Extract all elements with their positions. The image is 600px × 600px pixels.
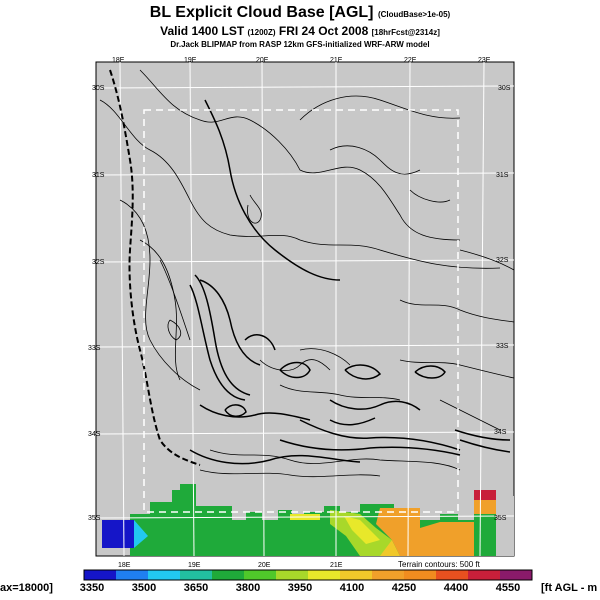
cloud-base-field bbox=[102, 484, 514, 556]
lat-label-left: 33S bbox=[88, 345, 101, 352]
colorbar-swatch bbox=[212, 570, 245, 580]
title-note: (CloudBase>1e-05) bbox=[377, 10, 451, 19]
colorbar-swatch bbox=[180, 570, 213, 580]
colorbar-swatch bbox=[116, 570, 149, 580]
valid-note: (1200Z) bbox=[247, 28, 276, 37]
lon-label-top: 21E bbox=[330, 57, 343, 64]
lat-label-left: 31S bbox=[92, 172, 105, 179]
lat-label-left: 34S bbox=[88, 431, 101, 438]
cloud-base-contours bbox=[189, 99, 511, 465]
lon-labels-top: 18E 19E 20E 21E 22E 23E bbox=[112, 57, 491, 64]
terrain-contours-note: Terrain contours: 500 ft bbox=[398, 560, 481, 569]
chart-title: BL Explicit Cloud Base [AGL] (CloudBase>… bbox=[0, 4, 600, 22]
lat-label-right: 32S bbox=[496, 257, 509, 264]
colorbar-tick-label: 3800 bbox=[235, 582, 261, 594]
date-note: [18hrFcst@2314z] bbox=[371, 28, 440, 37]
colorbar-tick-label: 4550 bbox=[495, 582, 521, 594]
lon-label-top: 22E bbox=[404, 57, 417, 64]
lat-label-right: 30S bbox=[498, 85, 511, 92]
lon-label-top: 18E bbox=[112, 57, 125, 64]
lon-label-bottom: 20E bbox=[258, 562, 271, 569]
lon-labels-bottom: 18E 19E 20E 21E bbox=[118, 562, 343, 569]
inner-domain-boundary bbox=[143, 109, 459, 513]
lat-label-left: 30S bbox=[92, 85, 105, 92]
lat-label-right: 34S bbox=[494, 429, 507, 436]
colorbar-tick-label: 4250 bbox=[391, 582, 417, 594]
lon-label-bottom: 19E bbox=[188, 562, 201, 569]
colorbar-left-label: ax=18000] bbox=[0, 582, 53, 594]
colorbar-tick-label: 3350 bbox=[79, 582, 105, 594]
coastline bbox=[109, 69, 201, 466]
colorbar-swatch bbox=[372, 570, 405, 580]
colorbar-swatch bbox=[244, 570, 277, 580]
colorbar-swatch bbox=[404, 570, 437, 580]
colorbar-units-label: [ft AGL - m bbox=[541, 582, 598, 594]
map-background bbox=[95, 61, 515, 557]
lon-label-top: 19E bbox=[184, 57, 197, 64]
colorbar-swatch bbox=[148, 570, 181, 580]
date-text: FRI 24 Oct 2008 bbox=[278, 24, 369, 38]
lon-label-top: 23E bbox=[478, 57, 491, 64]
colorbar-swatch bbox=[468, 570, 501, 580]
lat-labels-left: 30S 31S 32S 33S 34S 35S bbox=[88, 85, 105, 522]
lon-label-bottom: 21E bbox=[330, 562, 343, 569]
colorbar-tick-label: 4100 bbox=[339, 582, 365, 594]
colorbar-swatch bbox=[340, 570, 373, 580]
colorbar-tick-label: 3500 bbox=[131, 582, 157, 594]
terrain-contours bbox=[99, 69, 515, 478]
lat-label-right: 31S bbox=[496, 172, 509, 179]
colorbar bbox=[83, 569, 533, 581]
colorbar-swatch bbox=[436, 570, 469, 580]
colorbar-tick-label: 3650 bbox=[183, 582, 209, 594]
lat-label-left: 32S bbox=[92, 259, 105, 266]
colorbar-swatch bbox=[500, 570, 533, 580]
colorbar-swatch bbox=[308, 570, 341, 580]
valid-text: Valid 1400 LST bbox=[160, 24, 245, 38]
lat-label-right: 35S bbox=[494, 515, 507, 522]
colorbar-tick-label: 4400 bbox=[443, 582, 469, 594]
lon-label-top: 20E bbox=[256, 57, 269, 64]
lat-label-left: 35S bbox=[88, 515, 101, 522]
colorbar-outline bbox=[83, 569, 533, 581]
graticule bbox=[95, 61, 515, 557]
lat-label-right: 33S bbox=[496, 343, 509, 350]
lon-label-bottom: 18E bbox=[118, 562, 131, 569]
lat-labels-right: 30S 31S 32S 33S 34S 35S bbox=[494, 85, 511, 522]
source-line: Dr.Jack BLIPMAP from RASP 12km GFS-initi… bbox=[170, 40, 430, 49]
title-text: BL Explicit Cloud Base [AGL] bbox=[149, 4, 374, 21]
colorbar-swatch bbox=[84, 570, 117, 580]
valid-time-line: Valid 1400 LST (1200Z) FRI 24 Oct 2008 [… bbox=[0, 24, 600, 38]
colorbar-tick-label: 3950 bbox=[287, 582, 313, 594]
colorbar-swatch bbox=[276, 570, 309, 580]
